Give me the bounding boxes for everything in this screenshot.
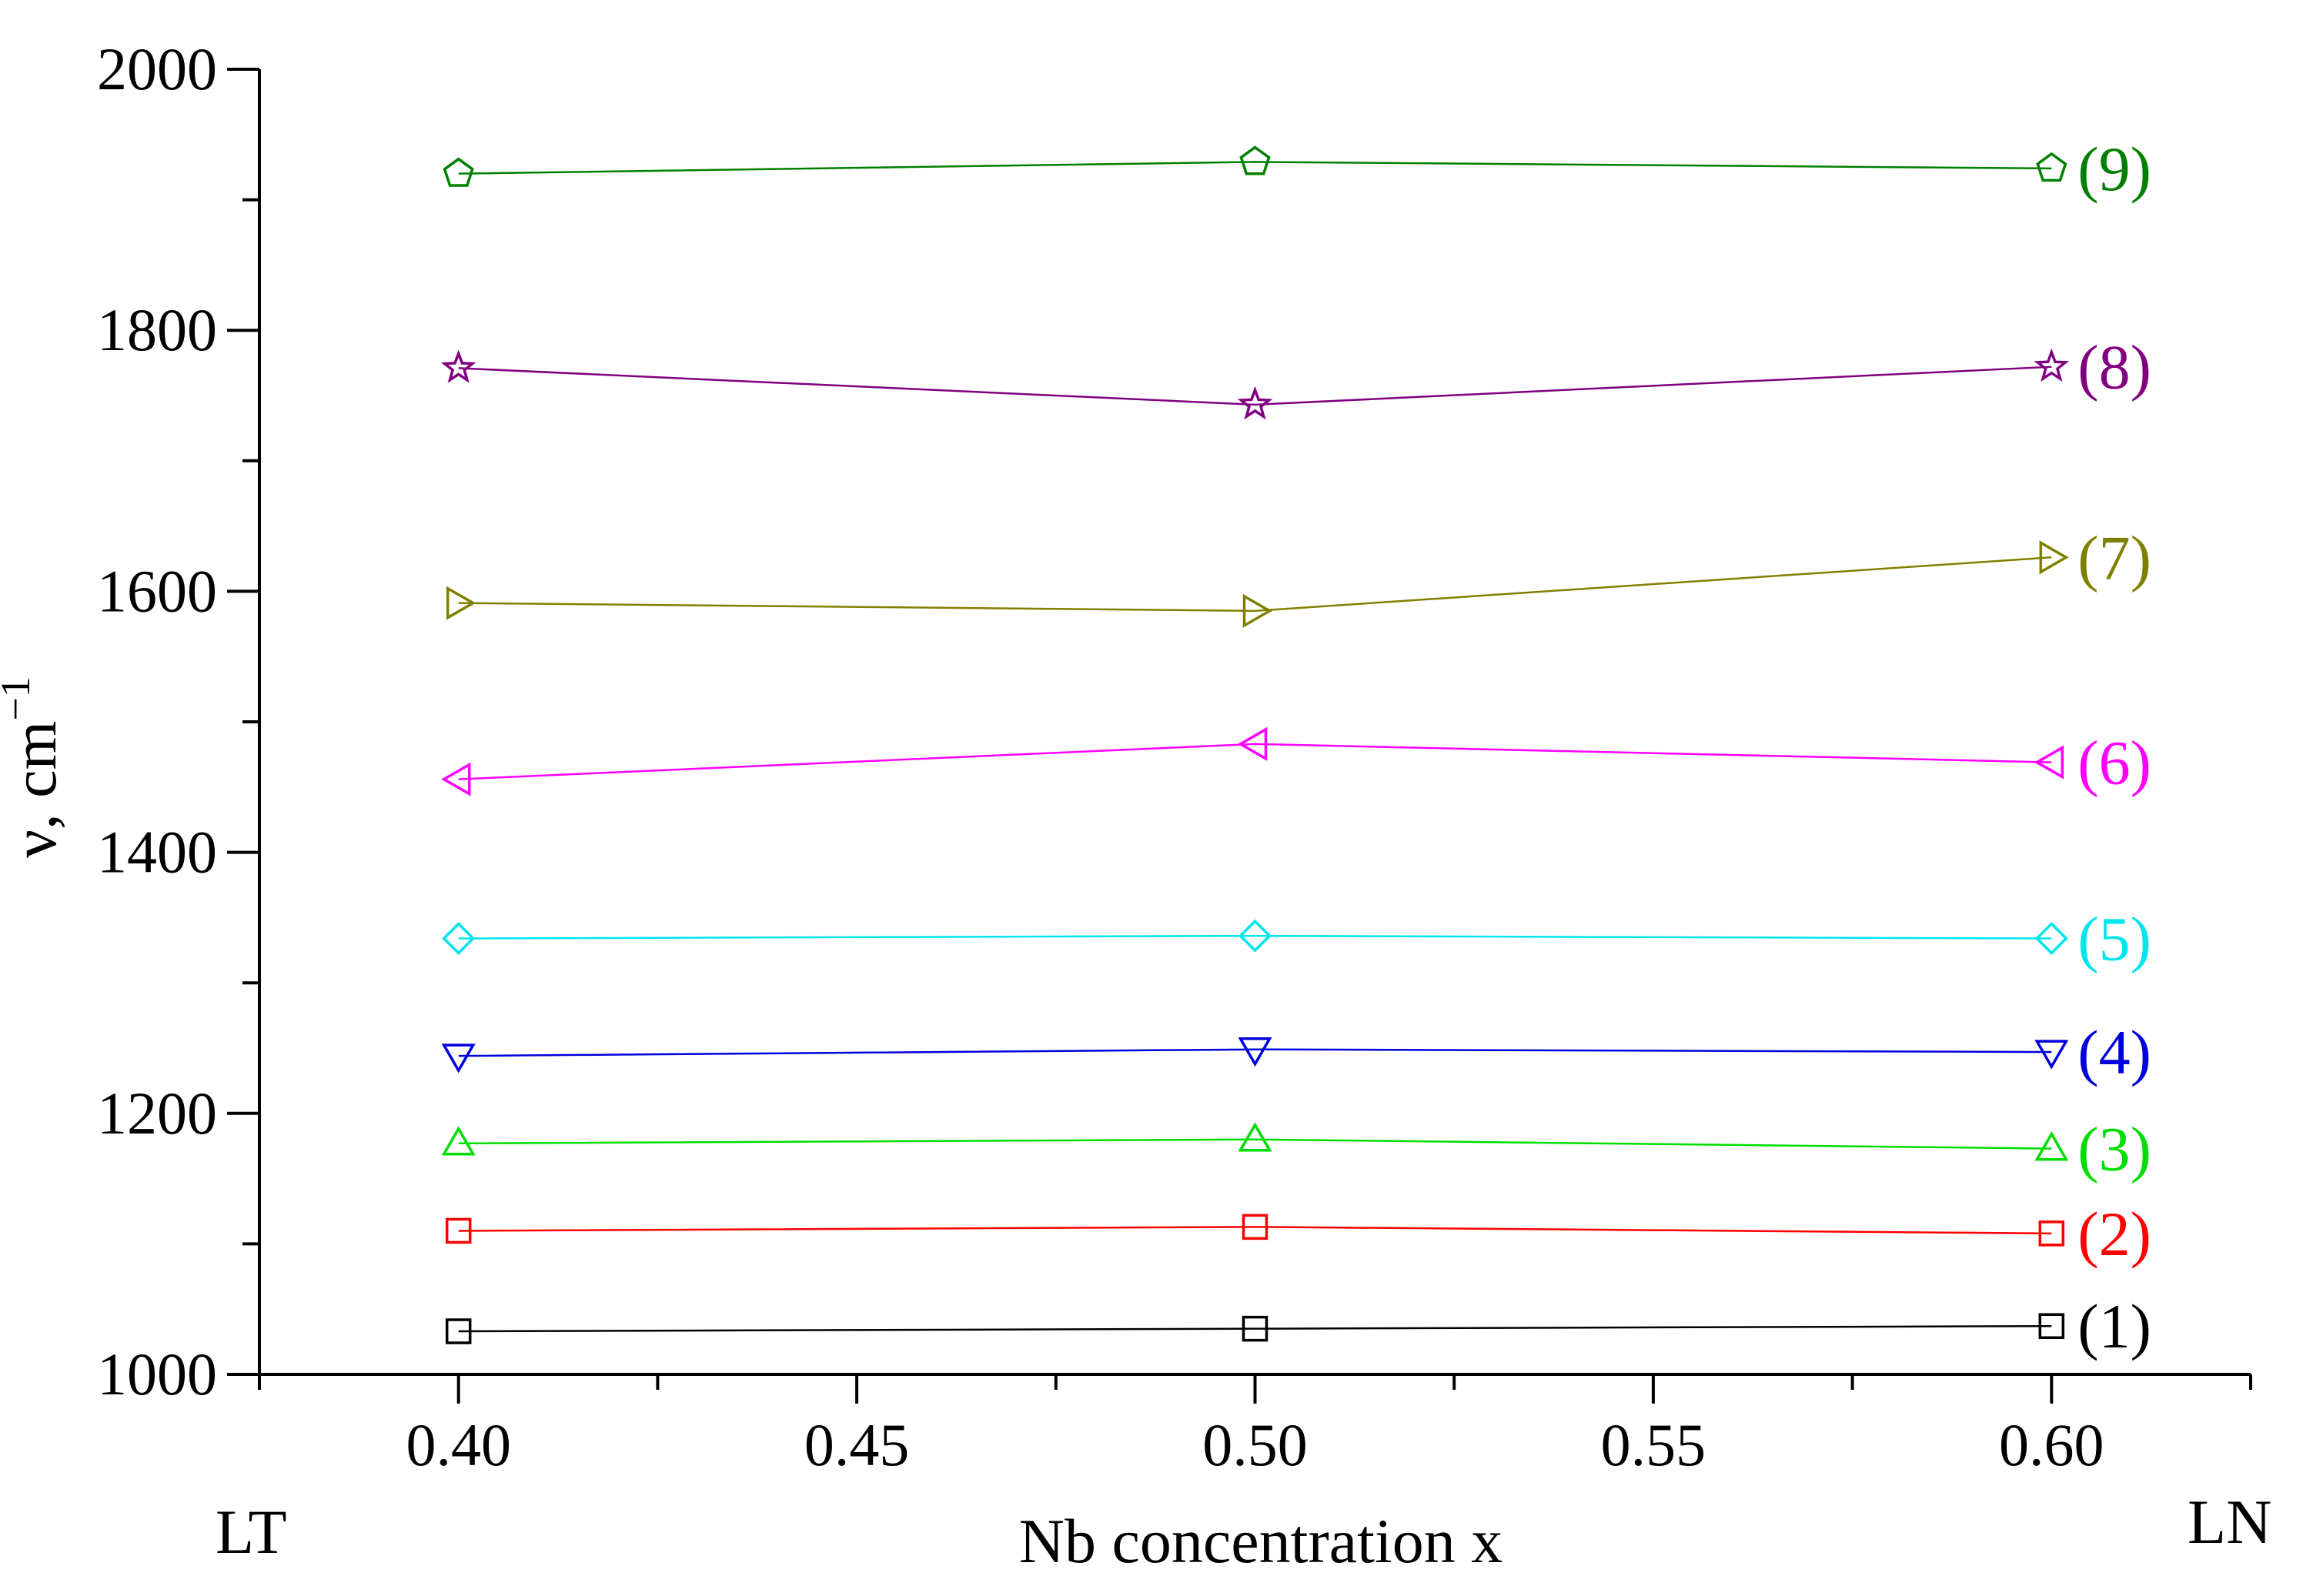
data-point-1 [445, 1318, 472, 1344]
data-point-8 [1237, 386, 1273, 420]
series-line-9 [458, 161, 2052, 175]
data-point-6 [441, 762, 471, 796]
series-label-2: (2) [2077, 1199, 2151, 1269]
series-line-5 [458, 934, 2052, 940]
series-group: (1) (2) (3) (4) (5) (6) (7) (8) (9) [440, 134, 2151, 1361]
x-tick-label: 0.55 [1601, 1411, 1706, 1478]
series-label-6: (6) [2077, 728, 2151, 798]
data-point-1 [2038, 1313, 2065, 1339]
x-left-end-label: LT [216, 1497, 287, 1567]
data-point-3 [441, 1126, 476, 1156]
data-point-7 [446, 586, 476, 620]
x-right-end-label: LN [2188, 1487, 2271, 1557]
data-point-7 [2039, 540, 2069, 575]
series-label-9: (9) [2077, 134, 2151, 204]
y-tick-label: 1600 [97, 557, 217, 624]
series-line-2 [458, 1226, 2052, 1235]
data-point-2 [2038, 1220, 2065, 1247]
y-axis-title-main: ν, cm [0, 721, 69, 858]
y-axis-title: ν, cm−1 [0, 676, 69, 858]
y-tick-label: 2000 [97, 35, 217, 102]
data-point-3 [2034, 1131, 2069, 1161]
series-label-8: (8) [2077, 332, 2151, 402]
x-tick-label: 0.45 [804, 1411, 910, 1478]
y-tick-label: 1800 [97, 296, 217, 363]
data-point-5 [1238, 919, 1272, 953]
series-line-6 [458, 743, 2052, 780]
y-tick-label: 1400 [97, 819, 217, 886]
data-point-4 [441, 1043, 476, 1073]
x-tick-label: 0.60 [1999, 1411, 2104, 1478]
data-point-2 [1242, 1214, 1268, 1240]
data-point-6 [1237, 726, 1268, 761]
data-point-7 [1242, 593, 1273, 628]
series-line-8 [458, 366, 2052, 406]
data-point-8 [440, 349, 476, 383]
y-axis-title-exponent: −1 [0, 676, 38, 720]
x-axis-title: Nb concentration x [1019, 1506, 1502, 1576]
y-tick-label: 1200 [97, 1080, 217, 1147]
y-tick-label: 1000 [97, 1341, 217, 1407]
axes: 1000 1200 1400 1600 1800 2000 0.40 0.45 0.50 0.55… [97, 35, 2252, 1478]
data-point-9 [2036, 152, 2067, 182]
series-label-7: (7) [2077, 523, 2151, 593]
series-line-3 [458, 1138, 2052, 1150]
x-tick-label: 0.50 [1202, 1411, 1308, 1478]
data-point-1 [1242, 1315, 1268, 1342]
data-point-8 [2034, 348, 2070, 382]
series-label-5: (5) [2077, 904, 2151, 974]
data-point-9 [443, 157, 474, 187]
data-point-5 [2034, 922, 2068, 956]
series-line-4 [458, 1048, 2052, 1057]
data-point-3 [1238, 1122, 1272, 1152]
data-point-2 [445, 1217, 472, 1244]
data-point-9 [1239, 145, 1271, 175]
data-point-5 [442, 922, 476, 956]
series-label-3: (3) [2077, 1114, 2151, 1184]
series-line-7 [458, 556, 2052, 613]
data-point-6 [2034, 745, 2064, 780]
data-point-4 [2034, 1040, 2069, 1070]
series-label-4: (4) [2077, 1017, 2151, 1087]
data-point-4 [1238, 1037, 1272, 1067]
x-tick-label: 0.40 [406, 1411, 511, 1478]
series-label-1: (1) [2077, 1291, 2151, 1361]
series-line-1 [458, 1324, 2052, 1333]
